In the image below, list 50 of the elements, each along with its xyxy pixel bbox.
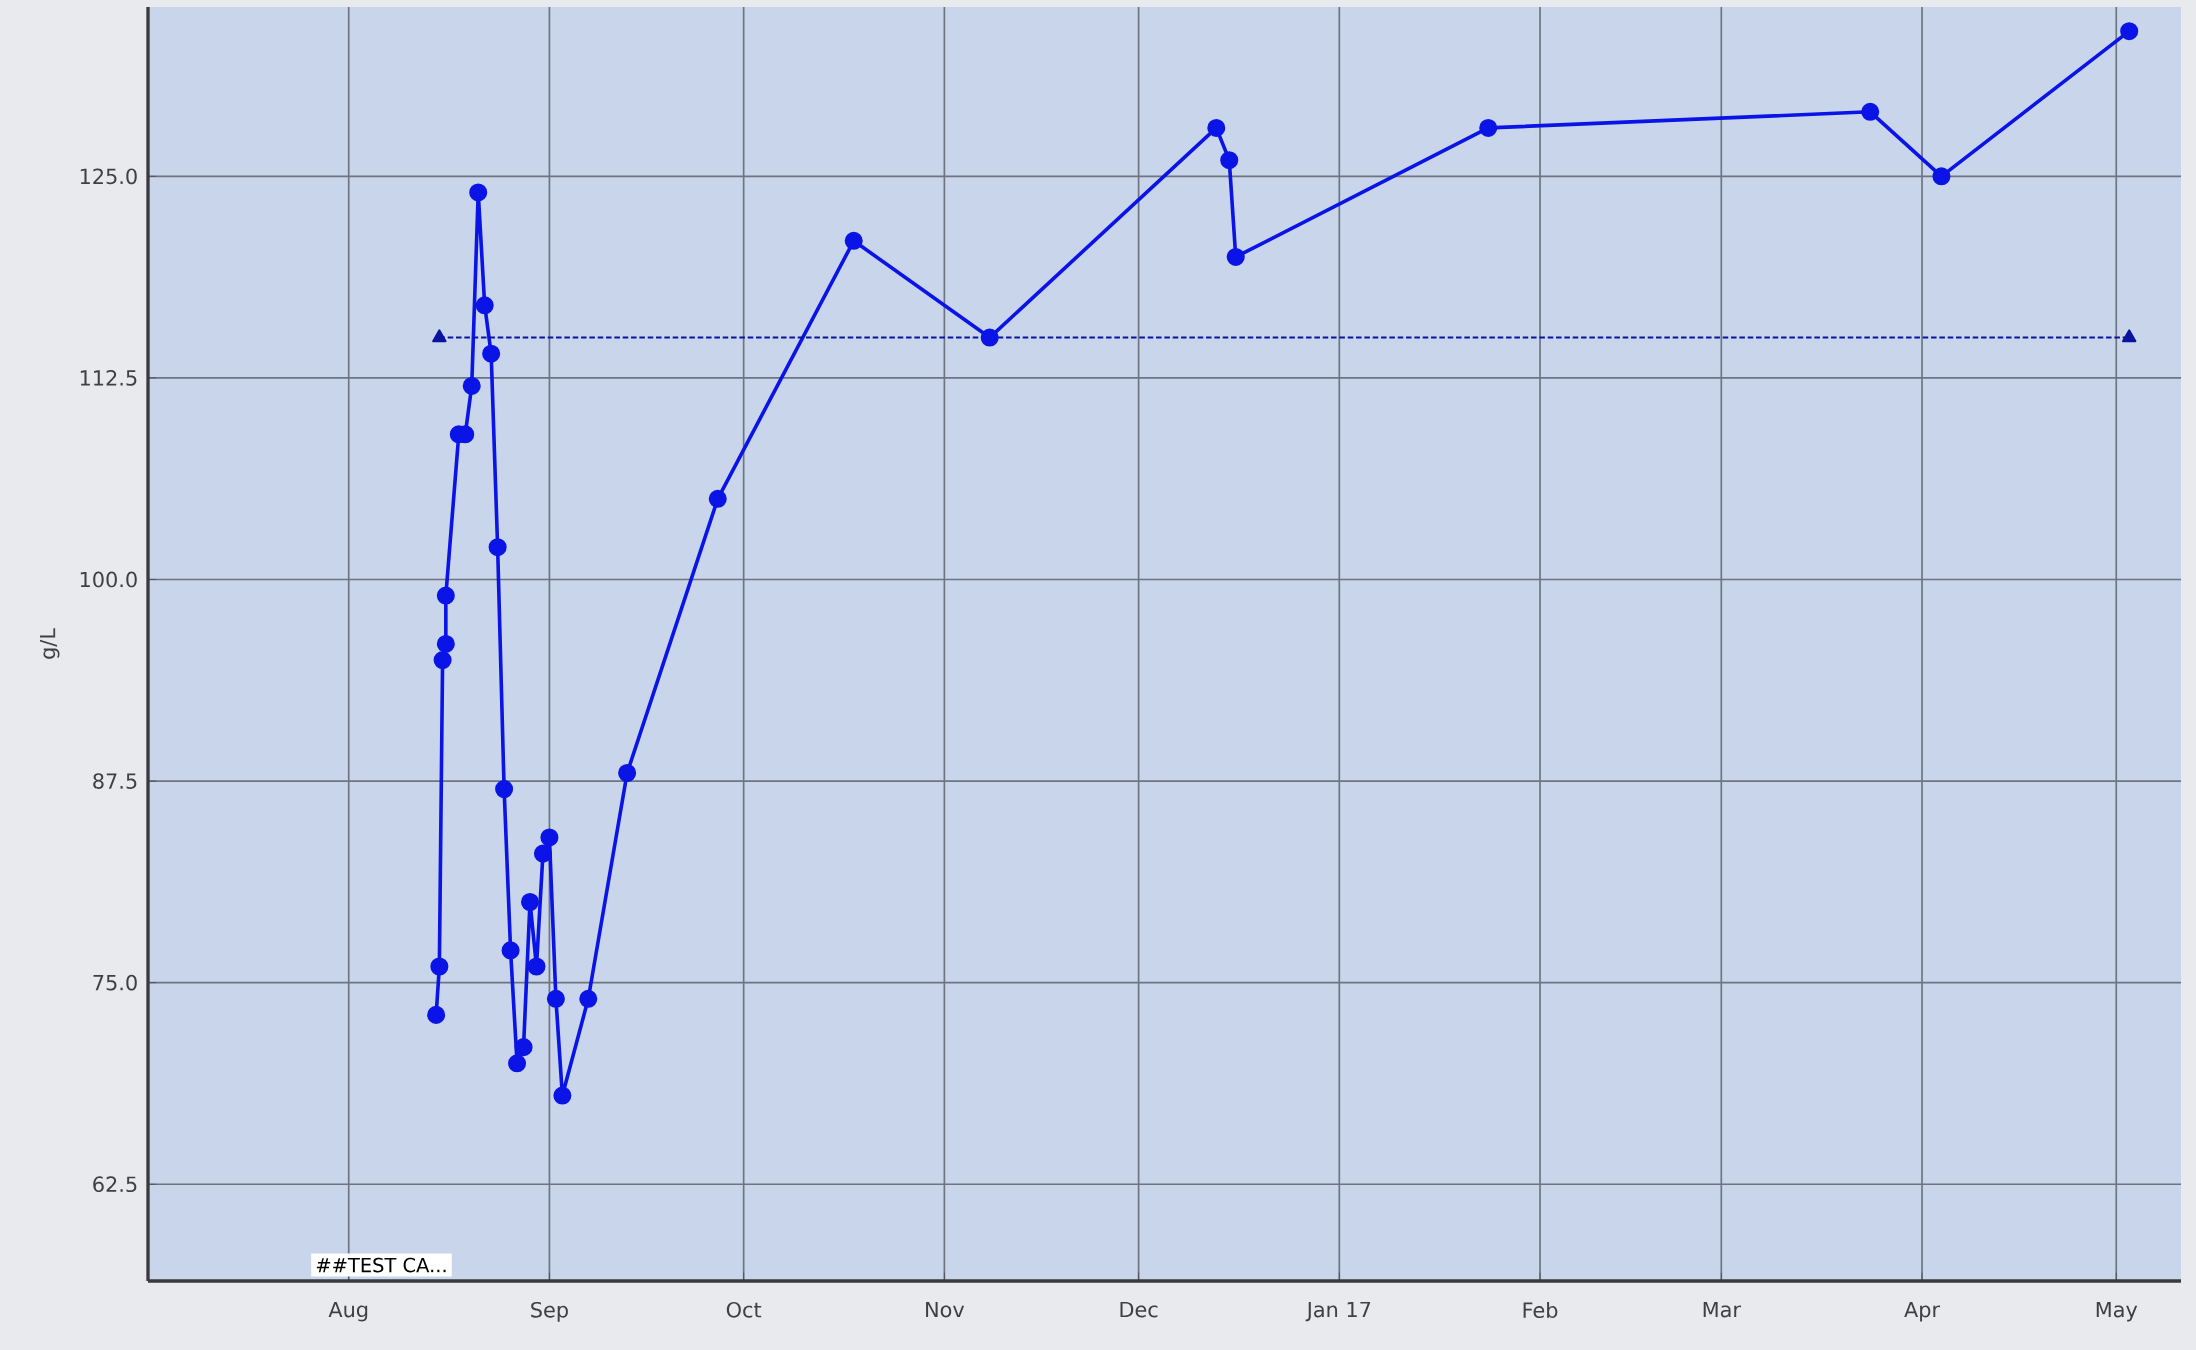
point <box>527 957 546 976</box>
point <box>1226 247 1245 266</box>
point <box>433 651 452 670</box>
point <box>430 957 449 976</box>
y-axis-title: g/L <box>39 628 60 659</box>
point <box>475 296 494 315</box>
x-tick-label: May <box>2096 1301 2138 1322</box>
y-tick-label: 100.0 <box>80 571 137 588</box>
point <box>618 763 637 783</box>
point <box>844 231 863 250</box>
x-tick-label: Sep <box>531 1301 568 1322</box>
y-tick-label: 87.5 <box>93 773 137 789</box>
point <box>462 376 481 395</box>
point <box>436 634 455 654</box>
point <box>2120 22 2139 41</box>
x-tick-label: Aug <box>328 1301 368 1322</box>
point <box>533 844 552 863</box>
point <box>980 328 999 347</box>
y-tick-label: 125.0 <box>80 168 137 185</box>
point <box>1207 118 1226 137</box>
point <box>553 1086 572 1105</box>
point <box>514 1038 533 1057</box>
y-tick-label: 75.0 <box>93 974 137 991</box>
point <box>501 941 520 960</box>
y-tick-label: 62.5 <box>93 1176 137 1193</box>
point <box>1932 167 1951 186</box>
point <box>540 828 559 847</box>
x-tick-label: Feb <box>1523 1301 1558 1319</box>
point <box>482 344 501 363</box>
point <box>546 989 565 1008</box>
annotation: ##TEST CA... <box>316 1257 446 1273</box>
point <box>1479 118 1498 137</box>
x-tick-label: Oct <box>726 1301 762 1318</box>
x-tick-label: Apr <box>1904 1301 1941 1322</box>
x-tick-label: Dec <box>1120 1301 1158 1318</box>
point <box>579 989 598 1008</box>
point <box>495 780 514 799</box>
point <box>436 586 455 605</box>
point <box>708 489 727 508</box>
point <box>508 1054 527 1073</box>
point <box>488 538 507 557</box>
x-tick-label: Mar <box>1703 1301 1741 1318</box>
point <box>520 892 540 912</box>
x-tick-label: Nov <box>926 1301 965 1318</box>
x-tick-label: Jan 17 <box>1305 1301 1371 1322</box>
point <box>1220 151 1239 170</box>
y-tick-label: 112.5 <box>80 370 137 386</box>
point <box>1861 102 1880 121</box>
point <box>469 183 488 202</box>
point <box>427 1005 446 1024</box>
